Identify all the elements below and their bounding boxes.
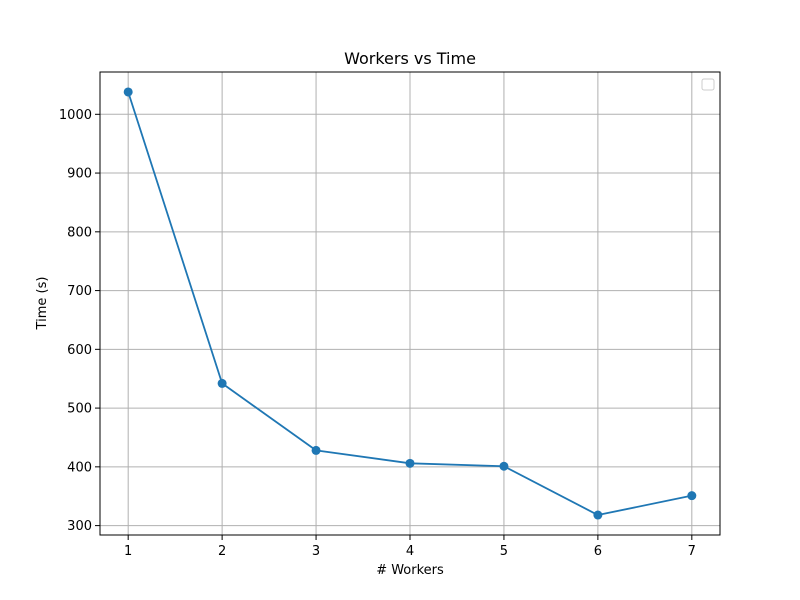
ticks: 1 2 3 4 5 6 7 300 400 500 600 700 800 900 1000	[59, 108, 696, 559]
y-tick-label: 400	[67, 460, 92, 475]
data-point	[123, 87, 133, 97]
data-point	[405, 458, 415, 468]
y-tick-label: 1000	[59, 108, 92, 123]
y-axis-title: Time (s)	[35, 277, 50, 331]
y-tick-label: 500	[67, 402, 92, 417]
y-tick-label: 300	[67, 519, 92, 534]
data-point	[593, 510, 603, 520]
x-tick-label: 2	[218, 544, 226, 559]
x-tick-label: 7	[688, 544, 696, 559]
data-point	[499, 461, 509, 471]
y-tick-label: 600	[67, 343, 92, 358]
x-tick-label: 6	[594, 544, 602, 559]
x-axis-title: # Workers	[376, 563, 444, 578]
grid	[100, 72, 720, 535]
data-point	[217, 378, 227, 388]
x-tick-label: 5	[500, 544, 508, 559]
x-tick-label: 4	[406, 544, 414, 559]
y-tick-label: 800	[67, 225, 92, 240]
x-tick-label: 1	[124, 544, 132, 559]
data-point	[311, 445, 321, 455]
legend-box	[701, 78, 715, 91]
data-point	[687, 491, 697, 501]
y-tick-label: 700	[67, 284, 92, 299]
series-layer	[123, 87, 697, 520]
y-tick-label: 900	[67, 167, 92, 182]
x-tick-label: 3	[312, 544, 320, 559]
chart-title: Workers vs Time	[344, 49, 476, 68]
